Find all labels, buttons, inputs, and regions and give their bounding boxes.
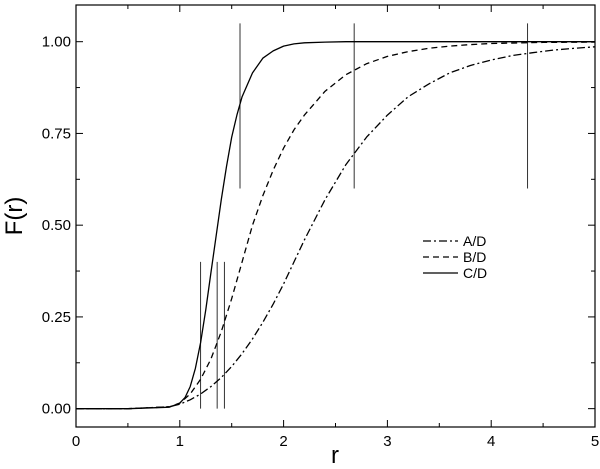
y-axis-title: F(r) [1,197,28,236]
axis-ticks: 0 1 2 3 4 5 0.00 0.25 0.50 0.75 1.00 [42,5,599,450]
series-line-a-d [76,46,596,410]
x-tick-label: 5 [591,433,599,450]
legend: A/DB/DC/D [423,233,487,281]
x-tick-label: 2 [279,433,287,450]
legend-label: B/D [463,249,486,265]
legend-label: C/D [463,265,487,281]
x-tick-label: 4 [487,433,495,450]
y-tick-label: 0.25 [42,309,71,326]
plot-frame [75,4,596,428]
legend-label: A/D [463,233,486,249]
x-axis-title: r [331,442,339,469]
series-line-c-d [76,41,595,410]
x-tick-label: 3 [383,433,391,450]
y-tick-label: 1.00 [42,34,71,51]
x-tick-label: 0 [72,433,80,450]
series-line-b-d [76,41,596,410]
y-tick-label: 0.50 [42,217,71,234]
marker-lines [200,23,529,409]
y-tick-label: 0.00 [42,401,71,418]
series-lines [76,41,596,410]
x-tick-label: 1 [176,433,184,450]
y-tick-label: 0.75 [42,125,71,142]
